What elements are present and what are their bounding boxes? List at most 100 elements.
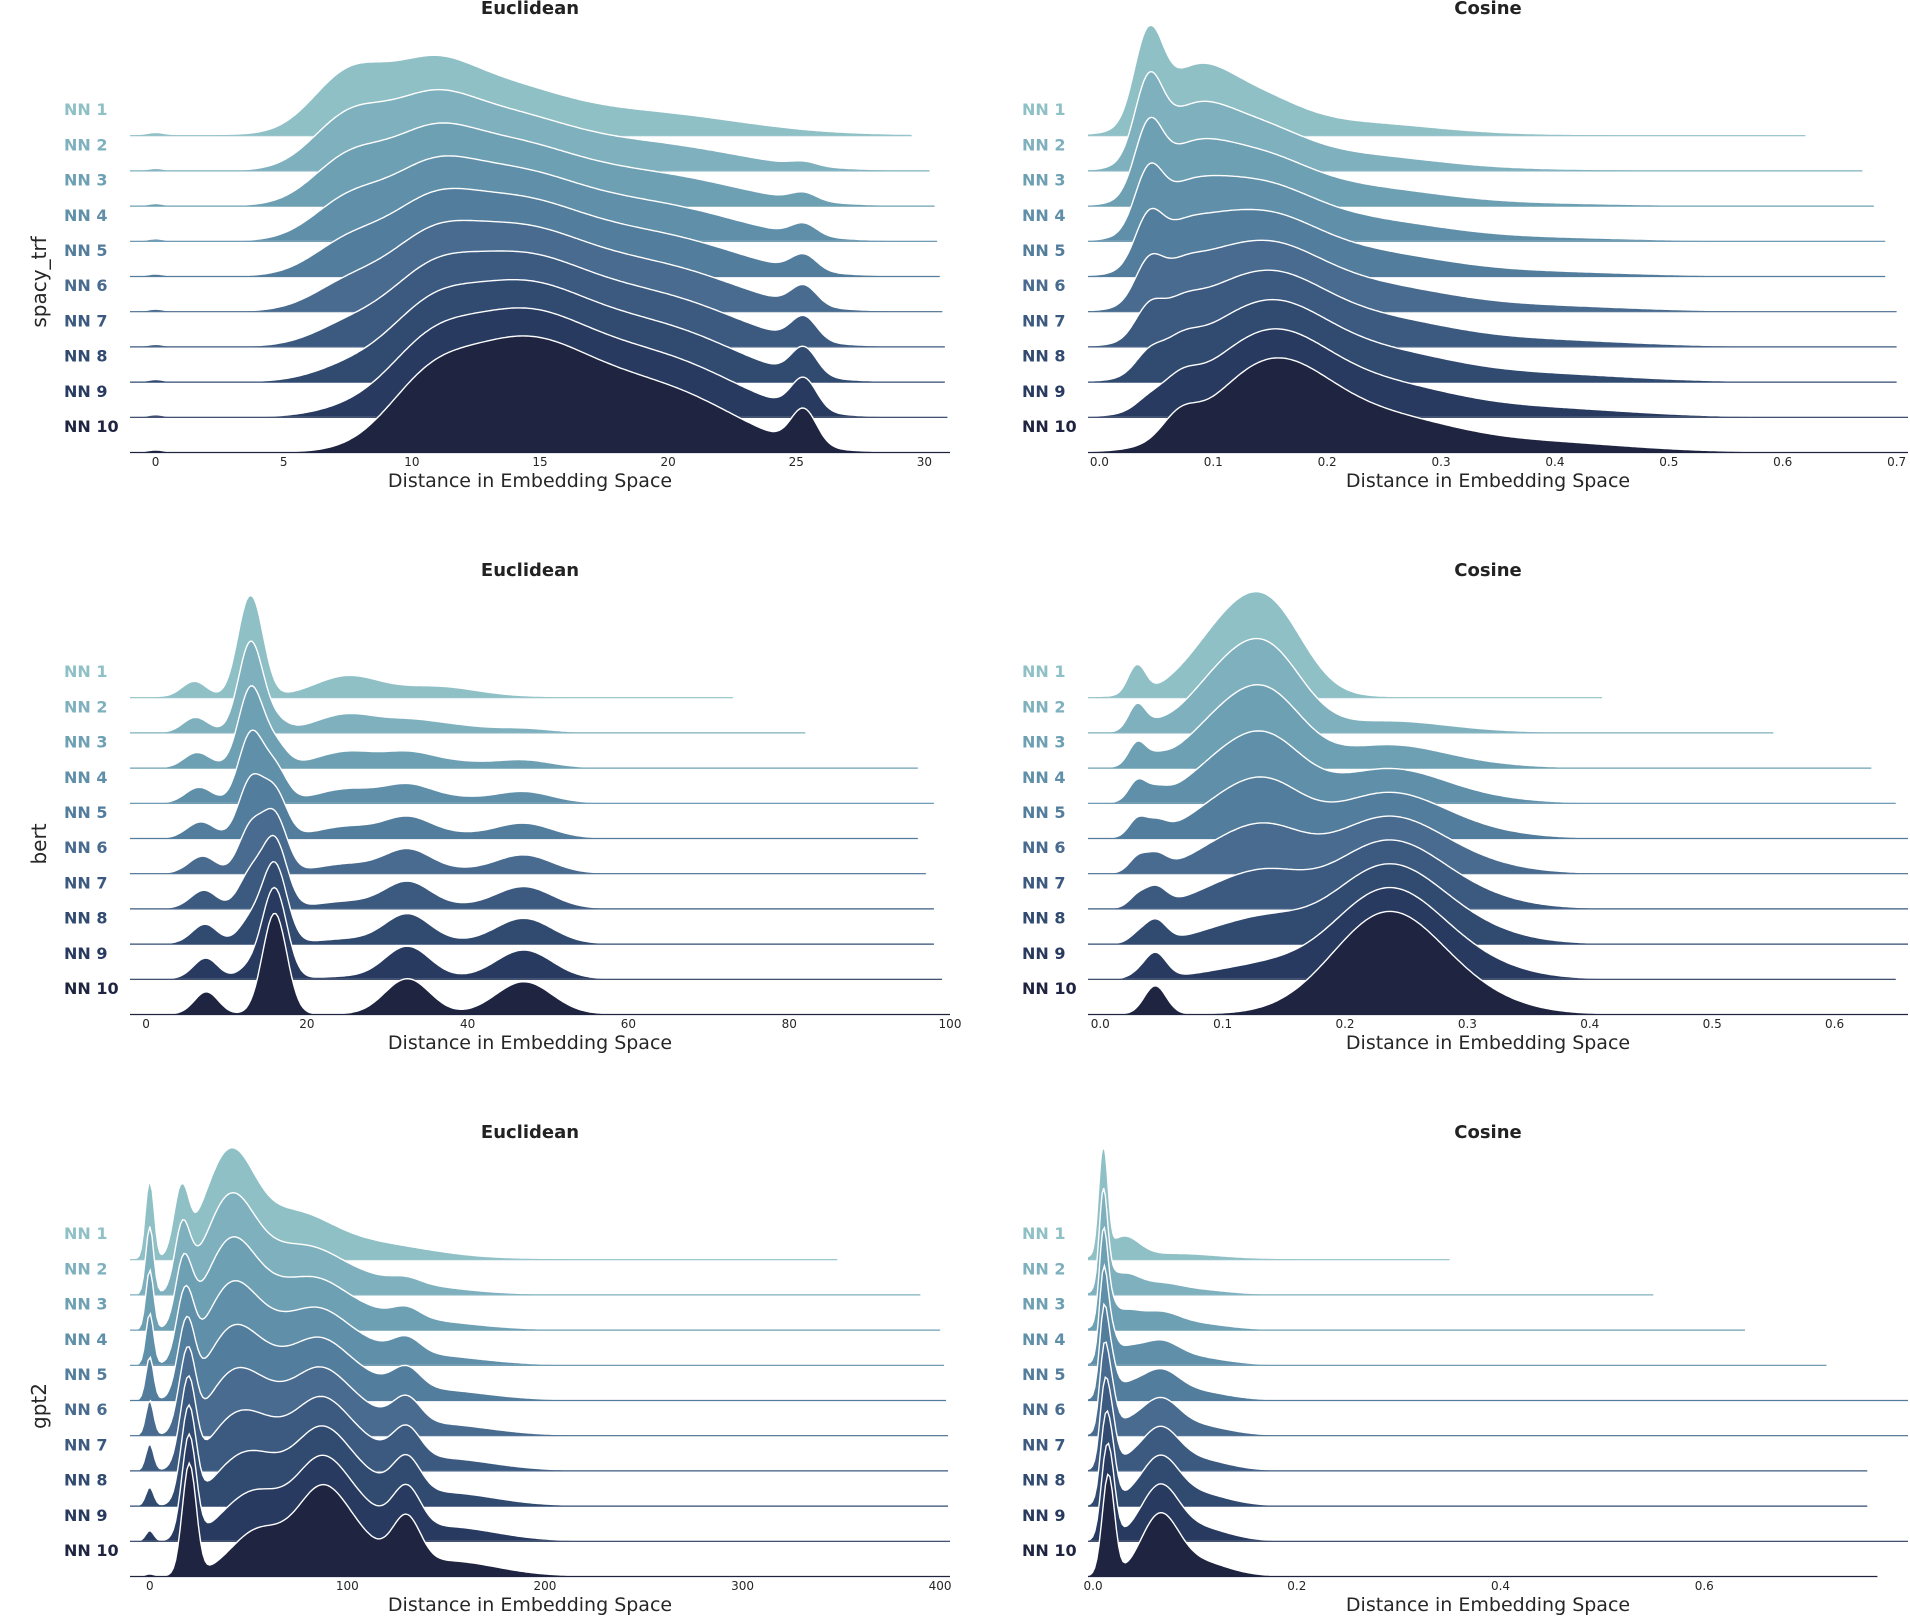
series-label: NN 7: [1022, 873, 1065, 892]
series-label: NN 2: [64, 1259, 107, 1278]
ridgeline-panel-bert-cosine: Cosine NN 1 NN 2 NN 3 NN 4 NN 5 NN 6 NN 7 NN 8 NN…: [1022, 560, 1908, 1054]
series-label: NN 4: [64, 206, 107, 225]
series-label: NN 1: [1022, 100, 1065, 119]
x-tick-label: 0.2: [1318, 455, 1337, 469]
ridge-outline: [1087, 239, 1897, 312]
x-tick-label: 0.4: [1545, 455, 1564, 469]
panel-title: Cosine: [1454, 1122, 1521, 1143]
ridge-area: [130, 596, 733, 698]
ridge-area: [130, 773, 918, 838]
x-tick-label: 0.3: [1432, 455, 1451, 469]
series-label: NN 10: [64, 417, 119, 436]
ridge-outline: [1087, 1188, 1654, 1296]
ridge-outline: [1087, 357, 1908, 453]
ridge-area: [1088, 1342, 1908, 1436]
series-label: NN 9: [64, 944, 107, 963]
ridge-area: [130, 835, 934, 909]
panel-title: Euclidean: [481, 1122, 579, 1143]
x-tick-label: 20: [299, 1017, 314, 1031]
x-tick-label: 80: [782, 1017, 797, 1031]
x-tick-label: 30: [917, 455, 932, 469]
x-tick-label: 0.5: [1659, 455, 1678, 469]
x-tick-label: 0: [142, 1017, 150, 1031]
ridge-area: [1088, 1188, 1654, 1295]
series-label: NN 6: [1022, 276, 1065, 295]
x-axis-label: Distance in Embedding Space: [388, 1594, 672, 1616]
ridge-area: [1088, 1304, 1908, 1400]
series-label: NN 8: [64, 909, 107, 928]
series-label: NN 8: [1022, 909, 1065, 928]
series-label: NN 7: [64, 1435, 107, 1454]
series-label: NN 9: [1022, 1506, 1065, 1525]
ridge-area: [1088, 816, 1908, 874]
panel-title: Cosine: [1454, 560, 1521, 581]
ridgeline-panel-gpt2-cosine: Cosine NN 1 NN 2 NN 3 NN 4 NN 5 NN 6 NN 7 NN 8 NN…: [1022, 1122, 1908, 1616]
x-tick-label: 20: [660, 455, 675, 469]
series-label: NN 10: [1022, 979, 1077, 998]
x-tick-label: 0.6: [1773, 455, 1792, 469]
ridge-outline: [1087, 1225, 1745, 1331]
series-label: NN 3: [1022, 1295, 1065, 1314]
series-label: NN 10: [1022, 1541, 1077, 1560]
ridge-outline: [1087, 1442, 1908, 1542]
x-tick-label: 0.3: [1458, 1017, 1477, 1031]
ridge-outline: [130, 307, 948, 418]
x-axis-label: Distance in Embedding Space: [1346, 1594, 1630, 1616]
series-label: NN 1: [64, 100, 107, 119]
series-label: NN 2: [64, 697, 107, 716]
series-label: NN 3: [64, 1295, 107, 1314]
ridgeline-panel-gpt2-euclidean: Euclidean NN 1 NN 2 NN 3 NN 4 NN 5 NN 6 NN 7 NN …: [64, 1122, 952, 1616]
ridge-area: [130, 730, 934, 803]
series-label: NN 2: [1022, 1259, 1065, 1278]
series-label: NN 5: [64, 241, 107, 260]
ridge-area: [1088, 730, 1896, 803]
series-label: NN 7: [1022, 1435, 1065, 1454]
x-tick-label: 100: [336, 1579, 359, 1593]
series-label: NN 6: [1022, 1400, 1065, 1419]
ridge-outline: [1087, 1341, 1908, 1436]
series-label: NN 1: [64, 1224, 107, 1243]
series-label: NN 5: [64, 803, 107, 822]
ridge-outline: [1087, 269, 1897, 348]
series-label: NN 8: [64, 1471, 107, 1490]
ridge-area: [130, 56, 912, 136]
model-row-label: gpt2: [27, 1383, 51, 1429]
series-label: NN 6: [64, 1400, 107, 1419]
ridge-area: [1088, 887, 1896, 979]
x-tick-label: 0.5: [1703, 1017, 1722, 1031]
ridge-area: [130, 1192, 921, 1295]
ridge-outline: [1088, 1149, 1450, 1259]
ridge-area: [130, 685, 918, 768]
panel-title: Euclidean: [481, 0, 579, 19]
series-label: NN 6: [64, 838, 107, 857]
panel-title: Cosine: [1454, 0, 1521, 19]
series-label: NN 7: [64, 311, 107, 330]
series-label: NN 10: [64, 1541, 119, 1560]
series-label: NN 4: [1022, 206, 1065, 225]
x-tick-label: 15: [532, 455, 547, 469]
ridgeline-panel-spacy_trf-cosine: Cosine NN 1 NN 2 NN 3 NN 4 NN 5 NN 6 NN 7 NN 8 NN…: [1022, 0, 1908, 492]
ridge-area: [130, 122, 935, 206]
series-label: NN 5: [1022, 241, 1065, 260]
x-tick-label: 200: [533, 1579, 556, 1593]
ridge-area: [1088, 592, 1602, 698]
series-label: NN 4: [64, 1330, 107, 1349]
ridge-outline: [130, 88, 930, 172]
series-label: NN 3: [64, 733, 107, 752]
ridge-outline: [1087, 207, 1886, 277]
series-label: NN 3: [64, 171, 107, 190]
series-label: NN 2: [64, 135, 107, 154]
model-row-label: spacy_trf: [27, 235, 51, 327]
x-tick-label: 0.4: [1491, 1579, 1510, 1593]
ridge-area: [1088, 1474, 1878, 1576]
x-tick-label: 0.4: [1580, 1017, 1599, 1031]
series-label: NN 5: [1022, 803, 1065, 822]
ridge-outline: [130, 219, 943, 312]
ridge-outline: [1087, 1263, 1827, 1366]
ridge-area: [1088, 71, 1863, 171]
x-tick-label: 0.6: [1825, 1017, 1844, 1031]
series-label: NN 9: [64, 1506, 107, 1525]
ridge-area: [1088, 1265, 1827, 1365]
series-label: NN 8: [64, 347, 107, 366]
